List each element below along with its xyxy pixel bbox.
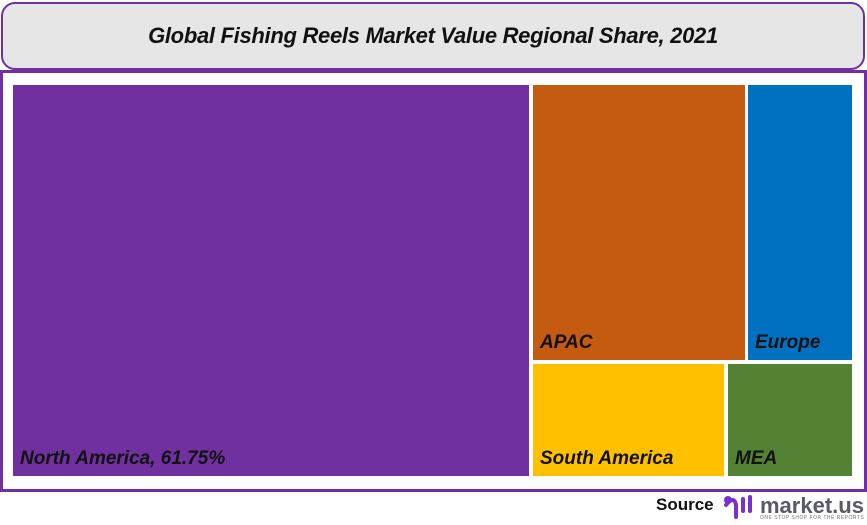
tile-south-america: South America [533,364,724,476]
tile-label-europe: Europe [755,332,821,353]
tile-label-mea: MEA [735,448,778,469]
tile-label-north-america: North America, 61.75% [20,448,226,469]
logo-tagline: ONE STOP SHOP FOR THE REPORTS [760,515,865,521]
source-label: Source [656,495,714,514]
tile-north-america: North America, 61.75% [13,85,529,476]
chart-title: Global Fishing Reels Market Value Region… [148,23,718,48]
chart-title-box: Global Fishing Reels Market Value Region… [1,2,865,70]
tile-label-apac: APAC [540,332,593,353]
market-us-logo: market.us ONE STOP SHOP FOR THE REPORTS [722,493,865,521]
tile-label-south-america: South America [540,448,674,469]
tile-mea: MEA [728,364,852,476]
tile-apac: APAC [533,85,745,360]
logo-text: market.us [760,493,864,518]
logo-mark-icon [724,495,752,519]
tile-europe: Europe [748,85,852,360]
